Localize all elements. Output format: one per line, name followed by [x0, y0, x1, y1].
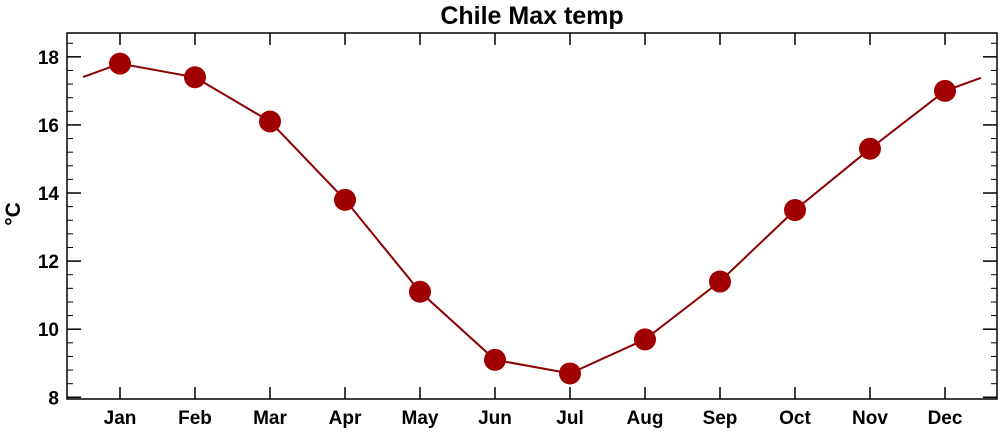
x-tick-label: Apr	[329, 408, 362, 429]
y-tick-label: 10	[38, 320, 59, 341]
x-tick-labels: Jan Feb Mar Apr May Jun Jul Aug Sep Oct Nov Dec	[104, 408, 963, 429]
y-tick-label: 18	[38, 48, 59, 69]
chart-title: Chile Max temp	[440, 2, 623, 30]
y-tick-label: 12	[38, 252, 59, 273]
data-point-feb	[184, 66, 206, 89]
series-max-temp	[82, 52, 982, 385]
data-point-nov	[859, 137, 881, 160]
x-tick-label: Sep	[703, 408, 738, 429]
data-point-jun	[484, 348, 506, 371]
data-point-apr	[334, 188, 356, 211]
x-tick-label: May	[402, 408, 439, 429]
x-tick-label: Feb	[178, 408, 212, 429]
y-axis-label: °C	[2, 202, 25, 226]
data-point-may	[409, 280, 431, 303]
data-point-jan	[109, 52, 131, 75]
x-tick-label: Oct	[779, 408, 811, 429]
data-point-dec	[934, 79, 956, 102]
plot-frame	[66, 32, 998, 400]
x-tick-label: Dec	[928, 408, 963, 429]
x-tick-label: Jan	[104, 408, 137, 429]
x-tick-label: Aug	[627, 408, 664, 429]
x-tick-label: Jul	[556, 408, 583, 429]
x-tick-label: Nov	[852, 408, 888, 429]
x-tick-label: Mar	[253, 408, 287, 429]
data-point-oct	[784, 199, 806, 222]
data-point-mar	[259, 110, 281, 133]
y-tick-label: 16	[38, 116, 59, 137]
y-tick-label: 8	[48, 388, 59, 409]
x-tick-label: Jun	[478, 408, 512, 429]
data-point-sep	[709, 270, 731, 293]
data-point-jul	[559, 362, 581, 385]
y-tick-labels: 8 10 12 14 16 18	[38, 48, 60, 409]
axis-ticks	[67, 33, 997, 399]
data-point-aug	[634, 328, 656, 351]
series-line	[82, 62, 982, 375]
y-tick-label: 14	[38, 184, 60, 205]
